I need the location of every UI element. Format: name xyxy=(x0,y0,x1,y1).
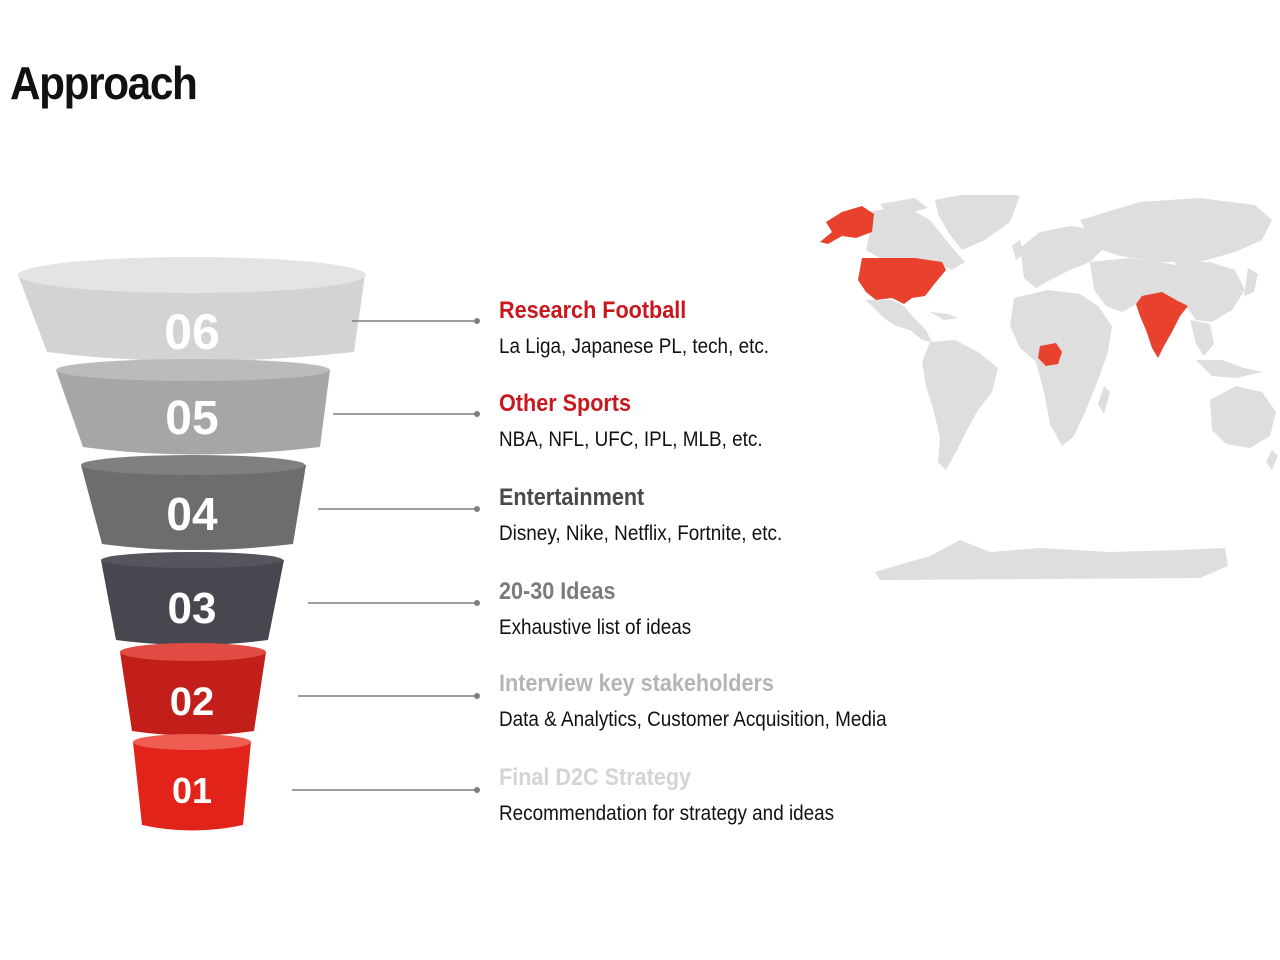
connector-dot-02 xyxy=(474,693,480,699)
stage-description: Exhaustive list of ideas xyxy=(499,616,692,639)
stage-title: Interview key stakeholders xyxy=(499,670,774,697)
map-southeast-asia xyxy=(1190,320,1214,356)
funnel-tier-06: 06 xyxy=(18,257,480,361)
connector-dot-01 xyxy=(474,787,480,793)
page-title: Approach xyxy=(10,57,198,109)
funnel-tier-04: 04 xyxy=(81,455,480,550)
connector-dot-06 xyxy=(474,318,480,324)
map-alaska xyxy=(820,206,874,244)
map-south-america xyxy=(922,340,998,470)
tier-number-06: 06 xyxy=(164,304,220,360)
tier-number-03: 03 xyxy=(168,584,217,633)
stage-description: NBA, NFL, UFC, IPL, MLB, etc. xyxy=(499,428,763,451)
stage-title: Final D2C Strategy xyxy=(499,764,692,791)
funnel-tier-01: 01 xyxy=(133,734,480,831)
map-africa xyxy=(1010,290,1112,446)
funnel-segment-05 xyxy=(56,370,330,455)
funnel-segment-04 xyxy=(81,465,306,550)
map-japan xyxy=(1244,268,1258,296)
map-greenland xyxy=(935,195,1020,250)
map-nigeria xyxy=(1038,343,1062,366)
funnel-segment-06-top xyxy=(18,257,366,293)
stage-title: Other Sports xyxy=(499,390,632,417)
map-russia xyxy=(1080,198,1272,262)
world-map xyxy=(820,195,1278,580)
map-uk xyxy=(1012,240,1024,260)
funnel-tier-02: 02 xyxy=(120,643,480,736)
funnel-segment-05-top xyxy=(56,359,330,381)
map-indonesia xyxy=(1196,360,1262,378)
tier-number-02: 02 xyxy=(170,680,215,724)
stage-title: Research Football xyxy=(499,297,687,324)
map-antarctica xyxy=(875,540,1228,580)
funnel-segment-04-top xyxy=(81,455,305,475)
map-india xyxy=(1136,292,1188,358)
stage-02: Interview key stakeholders Data & Analyt… xyxy=(499,670,1019,732)
tier-number-01: 01 xyxy=(172,770,212,811)
map-new-zealand xyxy=(1266,450,1278,470)
map-madagascar xyxy=(1098,386,1110,414)
funnel-tier-03: 03 xyxy=(101,552,480,645)
stage-01: Final D2C Strategy Recommendation for st… xyxy=(499,764,1019,826)
stage-description: Disney, Nike, Netflix, Fortnite, etc. xyxy=(499,522,783,545)
map-canada xyxy=(866,206,965,270)
funnel-segment-02 xyxy=(120,652,266,736)
tier-number-05: 05 xyxy=(165,392,218,445)
stage-05: Other Sports NBA, NFL, UFC, IPL, MLB, et… xyxy=(499,390,1019,452)
funnel-segment-06 xyxy=(18,275,365,361)
funnel-segment-01-top xyxy=(133,734,251,750)
funnel-segment-02-top xyxy=(120,643,266,661)
map-mexico xyxy=(866,300,932,342)
map-arctic-islands xyxy=(880,198,928,214)
funnel-segment-03 xyxy=(101,560,284,645)
map-china xyxy=(1175,262,1245,322)
map-usa xyxy=(858,258,946,304)
map-australia xyxy=(1210,386,1276,448)
map-caribbean xyxy=(930,312,958,320)
stage-06: Research Football La Liga, Japanese PL, … xyxy=(499,297,1019,359)
connector-dot-04 xyxy=(474,506,480,512)
funnel-segment-03-top xyxy=(101,552,283,568)
funnel-segment-01 xyxy=(133,742,251,831)
stage-description: Data & Analytics, Customer Acquisition, … xyxy=(499,708,887,731)
stage-title: 20-30 Ideas xyxy=(499,578,616,605)
stage-description: La Liga, Japanese PL, tech, etc. xyxy=(499,335,770,358)
funnel-diagram: 06 05 04 03 02 01 xyxy=(18,257,480,831)
stage-description: Recommendation for strategy and ideas xyxy=(499,802,835,825)
connector-dot-03 xyxy=(474,600,480,606)
funnel-tier-05: 05 xyxy=(56,359,480,455)
stage-04: Entertainment Disney, Nike, Netflix, For… xyxy=(499,484,1019,546)
tier-number-04: 04 xyxy=(166,488,218,540)
stage-03: 20-30 Ideas Exhaustive list of ideas xyxy=(499,578,1019,640)
map-europe xyxy=(1020,226,1104,288)
stage-title: Entertainment xyxy=(499,484,645,511)
connector-dot-05 xyxy=(474,411,480,417)
